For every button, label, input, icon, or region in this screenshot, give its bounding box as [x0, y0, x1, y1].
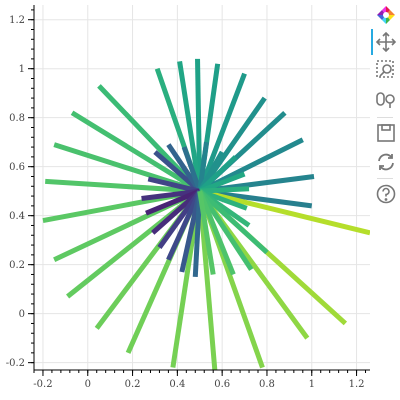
wheel-zoom-icon[interactable]	[374, 88, 398, 112]
segment	[70, 110, 202, 194]
y-tick-label: -0.2	[6, 358, 25, 369]
segment	[197, 189, 254, 271]
bokeh-logo-icon[interactable]	[374, 3, 398, 27]
y-tick-label: 0.2	[9, 260, 25, 271]
segment	[199, 188, 370, 236]
segment	[145, 188, 201, 216]
help-icon[interactable]	[374, 182, 398, 206]
segment	[166, 190, 203, 261]
segment	[199, 186, 250, 194]
x-tick-label: 0.8	[259, 379, 275, 390]
y-tick-label: 0.6	[9, 162, 25, 173]
box-zoom-icon[interactable]	[374, 58, 398, 82]
segment	[141, 188, 201, 202]
segment	[147, 176, 201, 194]
toolbar	[370, 0, 400, 400]
x-tick-label: 1.2	[349, 379, 365, 390]
axes: -0.2 0 0.2 0.4 0.6 0.8 1 1.2 -0.2 0 0.2 0.4 0.6 0.8 1 1…	[6, 5, 370, 390]
segment	[45, 178, 200, 194]
segment	[153, 150, 202, 194]
y-tick-label: 0.4	[9, 211, 25, 222]
save-icon[interactable]	[374, 121, 398, 145]
segment	[177, 60, 203, 192]
segment	[197, 72, 247, 193]
segment	[181, 146, 203, 193]
y-tick-label: 1	[19, 64, 25, 75]
x-tick-label: 0	[85, 379, 91, 390]
segment	[197, 141, 209, 192]
toolbar-divider	[377, 178, 393, 179]
segment	[198, 189, 269, 255]
segment	[197, 190, 216, 275]
x-tick-label: 0.2	[125, 379, 141, 390]
active-tool-indicator	[371, 29, 373, 55]
x-tick-label: 1	[309, 379, 315, 390]
toolbar-divider	[377, 117, 393, 118]
segment-series	[42, 58, 370, 370]
y-tick-label: 0	[19, 309, 25, 320]
pan-icon[interactable]	[374, 30, 398, 54]
reset-icon[interactable]	[374, 150, 398, 174]
segment	[192, 191, 203, 278]
y-tick-label: 1.2	[9, 15, 25, 26]
x-tick-label: 0.4	[169, 379, 185, 390]
y-tick-label: 0.8	[9, 113, 25, 124]
segment	[195, 58, 203, 192]
x-tick-label: 0.6	[214, 379, 230, 390]
x-tick-label: -0.2	[33, 379, 52, 390]
segment	[198, 155, 238, 193]
segment	[197, 190, 236, 276]
